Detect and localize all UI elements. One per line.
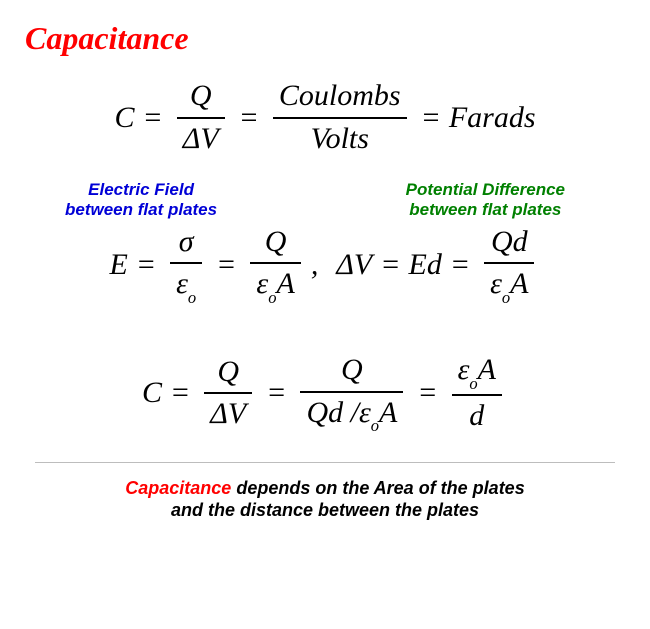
eq3-frac2-num: Q xyxy=(335,353,369,388)
equation-electric-field: E = σ εo = Q εoA , xyxy=(110,225,319,305)
eq3-frac3: εoA d xyxy=(452,353,502,433)
fraction-bar xyxy=(300,391,403,393)
equals-sign: = xyxy=(417,376,437,410)
equals-sign: = xyxy=(170,376,190,410)
eq2l-frac2-num: Q xyxy=(259,225,293,260)
label-right-line1: Potential Difference xyxy=(406,180,565,199)
epsilon: ε xyxy=(176,267,188,300)
labels-row: Electric Field between flat plates Poten… xyxy=(25,180,625,221)
label-left-line2: between flat plates xyxy=(65,200,217,219)
equals-sign: = xyxy=(216,248,236,282)
eq1-frac1-num: Q xyxy=(184,79,218,114)
eq1-rhs: Farads xyxy=(449,101,536,135)
footer-statement: Capacitance depends on the Area of the p… xyxy=(25,477,625,522)
equation-capacitance-definition: C = Q ΔV = Coulombs Volts = Farads xyxy=(25,79,625,156)
eq3-frac1: Q ΔV xyxy=(204,355,252,432)
eq1-frac1-den: ΔV xyxy=(177,122,225,157)
area-A: A xyxy=(478,353,496,386)
label-potential-difference: Potential Difference between flat plates xyxy=(406,180,565,221)
subscript-o: o xyxy=(502,288,510,307)
eq2r-frac-den: εoA xyxy=(484,267,534,305)
eq3-frac1-num: Q xyxy=(211,355,245,390)
subscript-o: o xyxy=(188,288,196,307)
eq3-lhs: C xyxy=(142,376,162,410)
fraction-bar xyxy=(452,394,502,396)
eq2l-trail-comma: , xyxy=(311,248,319,282)
subscript-o: o xyxy=(371,416,379,435)
equals-sign: = xyxy=(266,376,286,410)
equals-sign: = xyxy=(450,248,470,282)
eq1-frac2-den: Volts xyxy=(305,122,375,157)
equals-sign: = xyxy=(136,248,156,282)
equals-sign: = xyxy=(239,101,259,135)
area-A: A xyxy=(276,267,294,300)
eq2r-mid: Ed xyxy=(409,248,442,282)
fraction-bar xyxy=(250,262,300,264)
eq3-frac2: Q Qd /εoA xyxy=(300,353,403,433)
eq2r-lhs: ΔV xyxy=(336,248,372,282)
Qd-over: Qd / xyxy=(306,396,359,429)
subscript-o: o xyxy=(268,288,276,307)
equals-sign: = xyxy=(380,248,400,282)
eq2l-lhs: E xyxy=(110,248,128,282)
equation-field-and-potential: E = σ εo = Q εoA , ΔV = Ed = Qd εoA xyxy=(25,225,625,305)
epsilon: ε xyxy=(256,267,268,300)
fraction-bar xyxy=(204,392,252,394)
eq3-frac1-den: ΔV xyxy=(204,397,252,432)
label-electric-field: Electric Field between flat plates xyxy=(65,180,217,221)
footer-rest-line1: depends on the Area of the plates xyxy=(231,478,524,498)
eq2l-frac1: σ εo xyxy=(170,225,202,305)
fraction-bar xyxy=(170,262,202,264)
label-right-line2: between flat plates xyxy=(409,200,561,219)
eq1-frac2: Coulombs Volts xyxy=(273,79,407,156)
footer-lead-word: Capacitance xyxy=(125,478,231,498)
area-A: A xyxy=(379,396,397,429)
equation-potential-difference: ΔV = Ed = Qd εoA xyxy=(336,225,540,305)
epsilon: ε xyxy=(359,396,371,429)
eq1-frac1: Q ΔV xyxy=(177,79,225,156)
eq2l-frac2-den: εoA xyxy=(250,267,300,305)
label-left-line1: Electric Field xyxy=(88,180,194,199)
eq2l-frac1-num: σ xyxy=(173,225,200,260)
eq3-frac3-num: εoA xyxy=(452,353,502,391)
page-title: Capacitance xyxy=(25,20,625,57)
eq3-frac3-den: d xyxy=(463,399,490,434)
eq3-frac2-den: Qd /εoA xyxy=(300,396,403,434)
eq1-lhs: C xyxy=(114,101,134,135)
equation-capacitance-derivation: C = Q ΔV = Q Qd /εoA = εoA d xyxy=(25,353,625,433)
footer-line2: and the distance between the plates xyxy=(171,500,479,520)
eq1-frac2-num: Coulombs xyxy=(273,79,407,114)
eq2l-frac1-den: εo xyxy=(170,267,202,305)
equals-sign: = xyxy=(142,101,162,135)
epsilon: ε xyxy=(458,353,470,386)
equals-sign: = xyxy=(421,101,441,135)
fraction-bar xyxy=(484,262,534,264)
area-A: A xyxy=(510,267,528,300)
fraction-bar xyxy=(273,117,407,119)
fraction-bar xyxy=(177,117,225,119)
divider-rule xyxy=(35,462,615,463)
eq2l-frac2: Q εoA xyxy=(250,225,300,305)
eq2r-frac-num: Qd xyxy=(485,225,534,260)
subscript-o: o xyxy=(469,374,477,393)
eq2r-frac: Qd εoA xyxy=(484,225,534,305)
epsilon: ε xyxy=(490,267,502,300)
